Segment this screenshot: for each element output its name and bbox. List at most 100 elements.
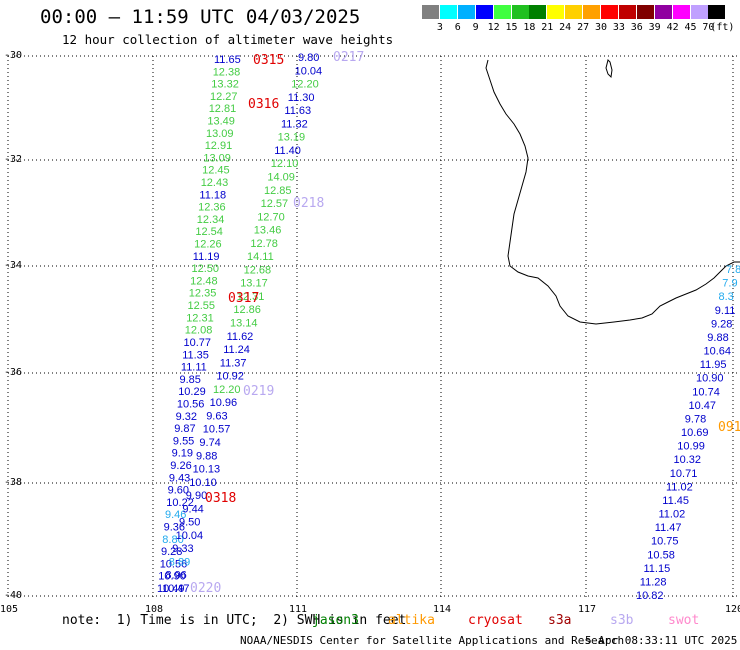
- altimeter-tracks: 11.6512.3813.3212.2712.8113.4913.0912.91…: [157, 50, 740, 602]
- swh-value-track-b: 9.33: [172, 543, 193, 555]
- swh-value-track-a: 12.36: [198, 202, 226, 214]
- wave-height-color-scale: 3 6 9 12 15 18 21 24 27 30 33 36 39 42 45 70 (ft): [422, 5, 734, 33]
- swh-value-track-b: 12.10: [271, 158, 299, 170]
- swh-value-track-b: 10.96: [210, 397, 238, 409]
- swh-value-track-a: 12.35: [189, 288, 217, 300]
- swh-value-track-a: 9.43: [169, 472, 190, 484]
- swh-value-track-a: 12.26: [194, 239, 222, 251]
- satellite-legend-s3a: s3a: [548, 613, 572, 628]
- swh-value-track-b: 9.63: [206, 410, 227, 422]
- swh-value-track-c: 11.28: [640, 576, 667, 588]
- swh-value-track-a: 13.49: [207, 116, 235, 128]
- swh-value-track-b: 8.96: [165, 570, 186, 582]
- swh-value-track-c: 7.9: [722, 278, 737, 290]
- swh-value-track-b: 11.62: [227, 331, 254, 343]
- swh-value-track-c: 7.8: [726, 264, 740, 276]
- swh-value-track-b: 13.17: [240, 278, 268, 290]
- pass-time-label: 0917: [718, 420, 740, 435]
- scale-swatch: [583, 5, 601, 19]
- swh-value-track-b: 14.11: [247, 251, 274, 263]
- scale-label: 6: [454, 22, 461, 33]
- swh-value-track-b: 13.14: [230, 318, 258, 330]
- swh-value-track-c: 10.74: [692, 386, 720, 398]
- swh-value-track-a: 9.19: [172, 448, 193, 460]
- swh-value-track-c: 10.64: [704, 346, 732, 358]
- swh-value-track-b: 12.85: [264, 185, 292, 197]
- scale-label: 18: [523, 22, 536, 33]
- swh-value-track-c: 11.45: [662, 495, 689, 507]
- scale-label: 24: [559, 22, 572, 33]
- footer-note: note: 1) Time is in UTC; 2) SWH is in fe…: [62, 613, 407, 628]
- swh-value-track-b: 12.57: [261, 198, 289, 210]
- scale-swatch: [636, 5, 654, 19]
- longitude-tick-label: 111: [289, 604, 308, 615]
- swh-value-track-b: 11.32: [281, 118, 308, 130]
- scale-swatch: [672, 5, 690, 19]
- swh-value-track-b: 12.20: [291, 79, 319, 91]
- pass-time-label: 0316: [248, 97, 279, 112]
- swh-value-track-a: 10.29: [178, 386, 206, 398]
- swh-value-track-c: 11.02: [666, 481, 693, 493]
- scale-label: 33: [612, 22, 625, 33]
- satellite-legend-swot: swot: [668, 613, 700, 628]
- swh-value-track-c: 11.47: [655, 522, 682, 534]
- swh-value-track-c: 10.82: [636, 590, 664, 602]
- swh-value-track-a: 12.55: [188, 300, 216, 312]
- scale-label: 27: [577, 22, 590, 33]
- satellite-legend-cryosat: cryosat: [468, 613, 523, 628]
- swh-value-track-c: 9.78: [685, 413, 706, 425]
- swh-value-track-b: 10.92: [216, 371, 244, 383]
- swh-value-track-a: 9.87: [174, 423, 195, 435]
- latitude-tick-label: -34: [4, 260, 23, 271]
- swh-value-track-c: 9.11: [715, 305, 736, 317]
- swh-value-track-b: 10.04: [176, 530, 204, 542]
- swh-value-track-a: 11.18: [199, 189, 226, 201]
- swh-value-track-a: 12.27: [210, 91, 238, 103]
- scale-label: 45: [684, 22, 697, 33]
- swh-value-track-b: 11.63: [284, 105, 311, 117]
- swh-value-track-c: 11.02: [659, 509, 686, 521]
- swh-value-track-a: 9.60: [168, 485, 189, 497]
- swh-value-track-b: 11.30: [288, 92, 315, 104]
- pass-time-label: 0217: [333, 50, 364, 65]
- swh-value-track-a: 12.54: [195, 226, 223, 238]
- swh-value-track-b: 9.90: [186, 490, 207, 502]
- swh-value-track-a: 12.81: [209, 103, 237, 115]
- swh-value-track-b: 10.57: [203, 424, 231, 436]
- island-outline: [605, 59, 613, 79]
- satellite-legend-altika: altika: [388, 613, 435, 628]
- scale-swatch: [654, 5, 672, 19]
- swh-value-track-b: 13.19: [278, 132, 306, 144]
- swh-value-track-a: 9.55: [173, 435, 194, 447]
- scale-label: 15: [505, 22, 518, 33]
- scale-label: 12: [487, 22, 500, 33]
- swh-value-track-b: 10.47: [162, 583, 190, 595]
- swh-value-track-a: 13.32: [211, 79, 239, 91]
- swh-value-track-b: 10.13: [193, 464, 221, 476]
- swh-value-track-c: 9.88: [707, 332, 728, 344]
- figure-title: 00:00 – 11:59 UTC 04/03/2025: [40, 6, 361, 28]
- pass-time-label: 0318: [205, 491, 236, 506]
- latitude-tick-label: -36: [4, 367, 23, 378]
- swh-value-track-a: 9.46: [165, 509, 186, 521]
- scale-swatch: [475, 5, 493, 19]
- swh-value-track-a: 11.11: [181, 362, 207, 374]
- pass-time-label: 0218: [293, 196, 324, 211]
- latitude-tick-label: -38: [4, 477, 23, 488]
- satellite-legend-s3b: s3b: [610, 613, 634, 628]
- swh-value-track-a: 12.08: [185, 325, 213, 337]
- latitude-tick-label: -32: [4, 154, 23, 165]
- swh-value-track-c: 8.3: [719, 291, 734, 303]
- swh-value-track-a: 13.09: [203, 152, 231, 164]
- figure-subtitle: 12 hour collection of altimeter wave hei…: [62, 32, 394, 47]
- scale-swatch: [618, 5, 636, 19]
- swh-value-track-b: 12.78: [250, 238, 278, 250]
- swh-value-track-a: 12.50: [192, 263, 220, 275]
- swh-value-track-a: 12.34: [197, 214, 225, 226]
- swh-value-track-a: 11.65: [214, 54, 241, 66]
- swh-value-track-b: 9.44: [182, 503, 203, 515]
- swh-value-track-b: 9.88: [196, 450, 217, 462]
- swh-value-track-a: 12.43: [201, 177, 229, 189]
- swh-value-track-a: 10.56: [160, 558, 188, 570]
